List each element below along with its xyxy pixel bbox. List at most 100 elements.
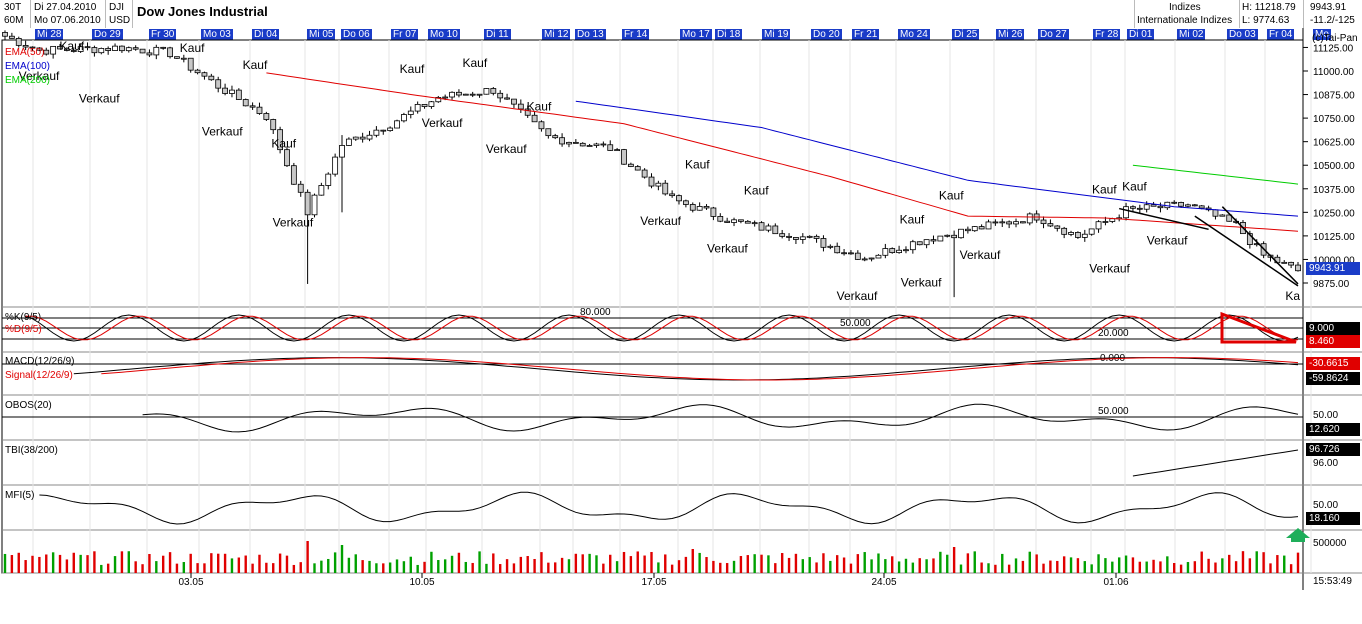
candle-body: [325, 173, 332, 186]
volume-bar: [464, 561, 468, 573]
candle-body: [1088, 228, 1095, 235]
candle-body: [696, 206, 703, 211]
candle-body: [786, 235, 792, 238]
signal-label: Verkauf: [19, 69, 60, 83]
volume-bar: [1138, 561, 1142, 573]
volume-bar: [1269, 563, 1272, 573]
volume-bar: [780, 553, 784, 573]
header-last: 9943.91 -11.2/-125: [1304, 0, 1361, 28]
tbi-line: [1132, 449, 1299, 477]
signal-label: Verkauf: [202, 124, 243, 138]
volume-bar: [155, 561, 158, 573]
volume-bar: [485, 563, 488, 573]
day-label: Fr 21: [852, 29, 880, 40]
candle-body: [1013, 221, 1019, 225]
volume-bar: [1289, 564, 1293, 573]
volume-bar: [86, 555, 89, 573]
volume-bar: [168, 552, 172, 573]
volume-bar: [498, 564, 502, 573]
volume-bar: [148, 553, 151, 573]
volume-bar: [230, 558, 234, 573]
volume-bar: [65, 559, 69, 573]
volume-bar: [980, 562, 983, 573]
volume-bar: [774, 563, 777, 573]
candle-body: [84, 46, 91, 49]
volume-bar: [698, 552, 701, 573]
volume-bar: [1062, 556, 1066, 573]
volume-bar: [835, 555, 839, 573]
candle-body: [848, 252, 854, 255]
currency-label: USD: [109, 15, 131, 26]
volume-bar: [932, 558, 935, 573]
candle-body: [284, 149, 290, 167]
volume-bar: [636, 551, 639, 573]
volume-bar: [973, 551, 976, 573]
candle-body: [504, 97, 510, 100]
candle-body: [428, 101, 435, 107]
candle-body: [242, 99, 249, 107]
volume-bar: [38, 556, 41, 573]
day-label: Di 18: [715, 29, 743, 40]
candle-body: [476, 93, 483, 96]
volume-bar: [567, 559, 571, 573]
legend-ema200: EMA(200): [5, 75, 51, 86]
day-label: Fr 14: [622, 29, 650, 40]
candle-body: [249, 105, 256, 108]
volume-bar: [306, 541, 309, 573]
volume-group: [3, 541, 1300, 573]
signal-label: Verkauf: [486, 142, 527, 156]
candle-body: [235, 89, 242, 100]
volume-bar: [691, 549, 694, 573]
candle-body: [373, 129, 380, 136]
candle-body: [1109, 218, 1116, 222]
candle-body: [462, 93, 469, 96]
candle-body: [1191, 204, 1198, 207]
volume-bar: [402, 561, 406, 573]
volume-bar: [1001, 553, 1004, 573]
candle-body: [29, 46, 36, 49]
volume-bar: [58, 554, 62, 573]
last-price-label: 9943.91: [1310, 2, 1347, 13]
candle-body: [834, 245, 841, 254]
candle-body: [180, 57, 187, 60]
candle-body: [91, 47, 98, 54]
obos-level-right: 50.00: [1313, 410, 1339, 421]
price-tick-label: 9875.00: [1313, 279, 1350, 290]
volume-bar: [609, 554, 612, 573]
price-tick-label: 10375.00: [1313, 185, 1355, 196]
volume-bar: [409, 556, 412, 573]
mfi-line: [39, 491, 1299, 525]
volume-bar: [712, 560, 715, 573]
volume-bar: [251, 563, 254, 573]
candle-body: [627, 163, 634, 167]
day-label: Do 29: [92, 29, 123, 40]
candle-body: [132, 47, 139, 50]
stoch-level-high: 80.000: [580, 307, 611, 318]
volume-bar: [801, 559, 805, 573]
volume-bar: [952, 547, 956, 573]
candle-body: [552, 135, 559, 139]
volume-bar: [354, 554, 357, 573]
candle-body: [689, 204, 696, 211]
candle-body: [167, 47, 173, 58]
volume-bar: [203, 563, 206, 573]
signal-label: Kauf: [271, 137, 296, 151]
volume-bar: [1152, 559, 1155, 573]
candle-body: [387, 127, 394, 131]
day-label: Mo 24: [898, 29, 930, 40]
volume-bar: [1234, 561, 1238, 573]
signal-label: Verkauf: [1147, 233, 1188, 247]
symbol-label: DJI: [109, 2, 124, 13]
obos-value: 12.620: [1306, 423, 1360, 436]
candle-body: [50, 45, 57, 55]
price-tick-label: 10125.00: [1313, 232, 1355, 243]
volume-bar: [106, 563, 110, 573]
volume-bar: [739, 556, 743, 573]
candle-body: [731, 219, 737, 223]
candle-body: [125, 47, 132, 52]
volume-bar: [884, 559, 887, 573]
volume-bar: [347, 557, 351, 573]
volume-bar: [877, 553, 880, 573]
stoch-triangle-marker: [1220, 311, 1297, 344]
